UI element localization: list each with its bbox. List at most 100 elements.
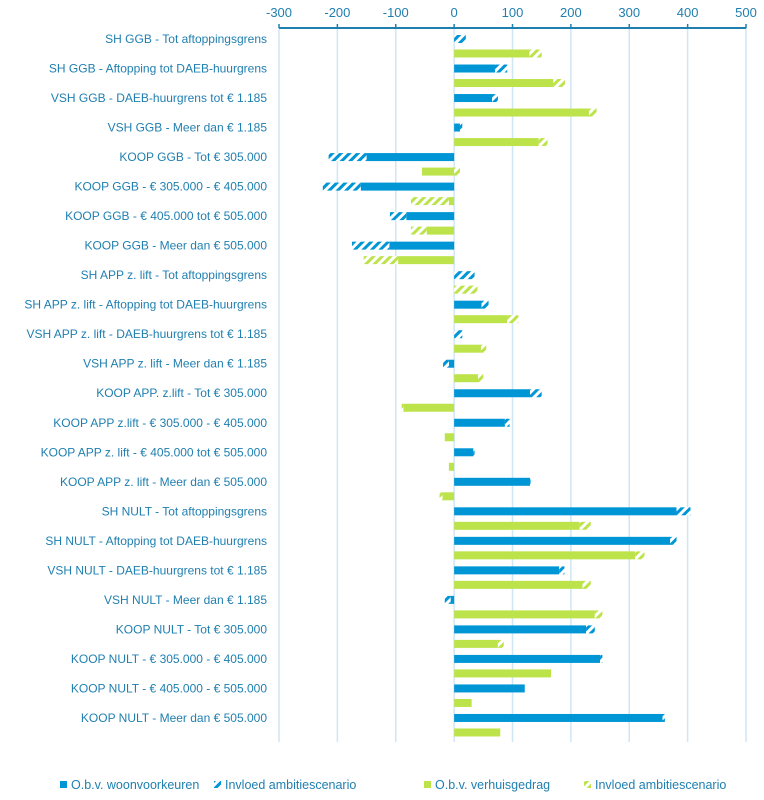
verhuisgedrag-ambition-bar <box>538 138 548 147</box>
woonvoorkeuren-bar <box>454 123 460 132</box>
category-label: KOOP GGB - Tot € 305.000 <box>119 150 267 164</box>
verhuisgedrag-ambition-bar <box>480 344 487 353</box>
category-label: SH APP z. lift - Aftopping tot DAEB-huur… <box>24 298 267 312</box>
gridlines <box>278 28 747 742</box>
verhuisgedrag-ambition-bar <box>582 580 591 589</box>
verhuisgedrag-bar <box>454 521 580 530</box>
verhuisgedrag-ambition-bar <box>439 492 443 501</box>
tick-label: 100 <box>502 5 524 20</box>
woonvoorkeuren-ambition-bar <box>444 595 451 604</box>
woonvoorkeuren-ambition-bar <box>586 625 595 634</box>
tick-label: 400 <box>677 5 699 20</box>
legend-swatch <box>60 781 67 788</box>
category-label: SH NULT - Aftopping tot DAEB-huurgrens <box>45 534 267 548</box>
tick-label: -300 <box>266 5 292 20</box>
verhuisgedrag-bar <box>454 580 583 589</box>
legend-swatch <box>214 781 221 788</box>
verhuisgedrag-bar <box>454 698 472 707</box>
verhuisgedrag-bar <box>454 108 589 117</box>
woonvoorkeuren-bar <box>454 654 601 663</box>
category-label: KOOP GGB - Meer dan € 505.000 <box>84 239 267 253</box>
verhuisgedrag-bar <box>454 315 508 324</box>
legend-label: O.b.v. woonvoorkeuren <box>71 778 199 792</box>
verhuisgedrag-ambition-bar <box>410 226 427 235</box>
woonvoorkeuren-bar <box>448 359 455 368</box>
category-label: VSH GGB - Meer dan € 1.185 <box>108 121 268 135</box>
woonvoorkeuren-bar <box>454 507 677 516</box>
verhuisgedrag-ambition-bar <box>588 108 597 117</box>
verhuisgedrag-bar <box>454 344 481 353</box>
woonvoorkeuren-bar <box>454 713 663 722</box>
woonvoorkeuren-bar <box>406 212 455 221</box>
verhuisgedrag-bar <box>448 462 455 471</box>
verhuisgedrag-bar <box>442 492 455 501</box>
verhuisgedrag-bar <box>454 138 539 147</box>
tick-label: -100 <box>383 5 409 20</box>
woonvoorkeuren-ambition-bar <box>481 300 489 309</box>
verhuisgedrag-ambition-bar <box>507 315 519 324</box>
woonvoorkeuren-bar <box>450 595 455 604</box>
verhuisgedrag-bar <box>454 728 501 737</box>
verhuisgedrag-bar <box>448 197 455 206</box>
verhuisgedrag-ambition-bar <box>579 521 591 530</box>
legend-label: Invloed ambitiescenario <box>595 778 726 792</box>
tick-label: 0 <box>451 5 458 20</box>
woonvoorkeuren-bar <box>454 300 482 309</box>
woonvoorkeuren-bar <box>366 153 455 162</box>
category-label: KOOP NULT - Meer dan € 505.000 <box>81 711 267 725</box>
verhuisgedrag-bar <box>454 639 498 648</box>
verhuisgedrag-ambition-bar <box>410 197 449 206</box>
woonvoorkeuren-ambition-bar <box>454 271 475 280</box>
verhuisgedrag-ambition-bar <box>635 551 645 560</box>
verhuisgedrag-ambition-bar <box>478 374 484 383</box>
woonvoorkeuren-bar <box>454 477 531 486</box>
bars <box>322 35 691 737</box>
woonvoorkeuren-ambition-bar <box>530 389 542 398</box>
category-label: VSH NULT - DAEB-huurgrens tot € 1.185 <box>47 563 267 577</box>
tick-label: 500 <box>735 5 757 20</box>
category-label: KOOP APP z. lift - € 405.000 tot € 505.0… <box>41 445 268 459</box>
verhuisgedrag-bar <box>454 669 552 678</box>
woonvoorkeuren-bar <box>454 418 505 427</box>
woonvoorkeuren-ambition-bar <box>504 418 510 427</box>
legend-label: Invloed ambitiescenario <box>225 778 356 792</box>
woonvoorkeuren-bar <box>389 241 455 250</box>
category-labels: SH GGB - Tot aftoppingsgrens SH GGB - Aft… <box>24 32 267 725</box>
verhuisgedrag-bar <box>422 167 455 176</box>
woonvoorkeuren-ambition-bar <box>454 330 463 339</box>
woonvoorkeuren-ambition-bar <box>473 448 475 457</box>
woonvoorkeuren-bar <box>454 389 531 398</box>
category-label: SH GGB - Tot aftoppingsgrens <box>105 32 267 46</box>
verhuisgedrag-ambition-bar <box>529 49 542 58</box>
woonvoorkeuren-ambition-bar <box>530 477 531 486</box>
woonvoorkeuren-bar <box>454 536 671 545</box>
woonvoorkeuren-bar <box>360 182 455 191</box>
woonvoorkeuren-ambition-bar <box>351 241 390 250</box>
verhuisgedrag-bar <box>454 374 479 383</box>
woonvoorkeuren-bar <box>454 684 525 693</box>
verhuisgedrag-ambition-bar <box>401 403 404 412</box>
woonvoorkeuren-bar <box>454 94 493 103</box>
category-label: VSH APP z. lift - DAEB-huurgrens tot € 1… <box>26 327 267 341</box>
woonvoorkeuren-bar <box>454 64 495 73</box>
verhuisgedrag-ambition-bar <box>454 285 478 294</box>
woonvoorkeuren-bar <box>454 448 474 457</box>
category-label: KOOP APP. z.lift - Tot € 305.000 <box>96 386 267 400</box>
verhuisgedrag-bar <box>454 79 554 88</box>
woonvoorkeuren-ambition-bar <box>389 212 407 221</box>
category-label: KOOP APP z. lift - Meer dan € 505.000 <box>60 475 267 489</box>
woonvoorkeuren-ambition-bar <box>559 566 565 575</box>
category-label: SH GGB - Aftopping tot DAEB-huurgrens <box>49 62 267 76</box>
category-label: VSH GGB - DAEB-huurgrens tot € 1.185 <box>51 91 267 105</box>
legend-label: O.b.v. verhuisgedrag <box>435 778 550 792</box>
verhuisgedrag-bar <box>398 256 455 265</box>
category-label: VSH APP z. lift - Meer dan € 1.185 <box>83 357 267 371</box>
woonvoorkeuren-bar <box>454 625 587 634</box>
verhuisgedrag-bar <box>426 226 455 235</box>
category-label: KOOP APP z.lift - € 305.000 - € 405.000 <box>53 416 267 430</box>
woonvoorkeuren-ambition-bar <box>670 536 677 545</box>
category-label: KOOP NULT - € 405.000 - € 505.000 <box>71 681 267 695</box>
verhuisgedrag-bar <box>454 610 595 619</box>
verhuisgedrag-ambition-bar <box>594 610 603 619</box>
